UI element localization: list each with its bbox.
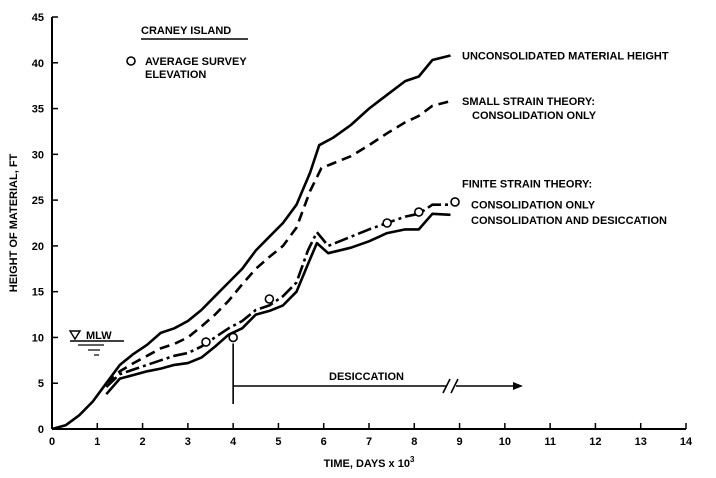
x-tick-label: 9 (457, 436, 463, 448)
annotations: UNCONSOLIDATED MATERIAL HEIGHT SMALL STRA… (68, 25, 669, 404)
label-finite-strain-heading: FINITE STRAIN THEORY: (462, 179, 592, 191)
survey-point (201, 337, 211, 347)
y-tick-label: 40 (32, 58, 44, 70)
label-unconsolidated: UNCONSOLIDATED MATERIAL HEIGHT (462, 50, 669, 62)
x-tick-label: 14 (680, 436, 693, 448)
axis-break-icon (442, 378, 459, 394)
y-tick-label: 10 (32, 332, 44, 344)
arrowhead-icon (512, 382, 523, 390)
y-tick-label: 15 (32, 287, 44, 299)
survey-point (264, 294, 275, 304)
x-tick-label: 13 (635, 436, 647, 448)
series-line-unconsolidated (51, 54, 451, 431)
mlw-triangle-icon (68, 330, 82, 341)
label-finite-consolidation: CONSOLIDATION ONLY (471, 200, 596, 212)
y-tick-label: 5 (38, 378, 44, 390)
desiccation-label: DESICCATION (329, 371, 404, 383)
series-line-finite-desiccation (105, 212, 451, 396)
survey-point (414, 207, 424, 217)
legend-survey-text: ELEVATION (145, 69, 206, 81)
x-tick-label: 7 (366, 436, 372, 448)
series-layer (51, 54, 451, 431)
x-tick-label: 6 (321, 436, 327, 448)
x-tick-label: 2 (140, 436, 146, 448)
mlw-label: MLW (86, 330, 112, 342)
x-tick-label: 10 (499, 436, 511, 448)
survey-points (201, 197, 460, 347)
x-tick-label: 3 (185, 436, 191, 448)
x-tick-label: 0 (49, 436, 55, 448)
legend-survey-marker (126, 56, 136, 66)
x-tick-label: 8 (411, 436, 417, 448)
legend-survey-text: AVERAGE SURVEY (145, 56, 247, 68)
survey-point (450, 197, 460, 207)
survey-point (382, 218, 392, 228)
series-line-finite-consolidation (105, 203, 451, 388)
x-tick-label: 4 (230, 436, 237, 448)
x-tick-label: 12 (589, 436, 601, 448)
label-small-strain-sub: CONSOLIDATION ONLY (472, 110, 597, 122)
site-label: CRANEY ISLAND (141, 25, 231, 37)
label-small-strain: SMALL STRAIN THEORY: (462, 96, 595, 108)
x-tick-label: 11 (544, 436, 556, 448)
y-tick-label: 0 (38, 424, 44, 436)
y-tick-label: 25 (32, 195, 44, 207)
y-axis-label: HEIGHT OF MATERIAL, FT (8, 153, 20, 292)
series-line-small-strain (105, 99, 451, 385)
x-tick-label: 5 (275, 436, 281, 448)
axes: 0 1 2 3 4 5 6 7 8 9 10 11 12 13 14051015202530354045TI… (8, 12, 693, 470)
y-tick-label: 30 (32, 149, 44, 161)
y-tick-label: 20 (32, 241, 44, 253)
y-tick-label: 35 (32, 104, 44, 116)
survey-point (228, 332, 238, 343)
y-tick-label: 45 (32, 12, 44, 24)
label-finite-desiccation: CONSOLIDATION AND DESICCATION (471, 215, 667, 227)
x-tick-label: 1 (94, 436, 100, 448)
x-axis-label: TIME, DAYS x 103 (324, 455, 415, 470)
